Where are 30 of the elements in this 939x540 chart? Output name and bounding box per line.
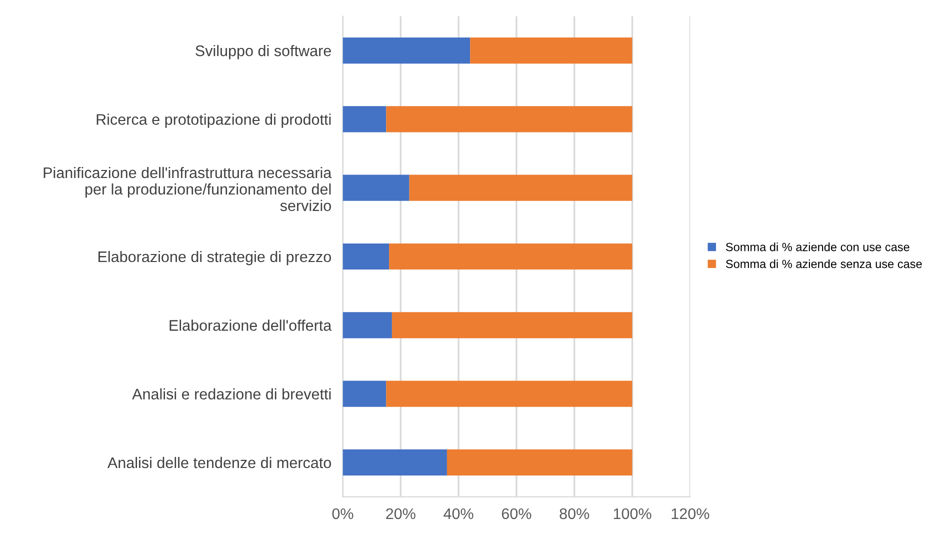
x-tick-label: 60% (502, 508, 532, 520)
x-tick-label: 80% (560, 508, 590, 520)
bar (470, 37, 632, 64)
y-tick-label: Analisi e redazione di brevetti (132, 388, 331, 400)
y-tick-label: Sviluppo di software (196, 44, 331, 60)
y-tick-label: Elaborazione dell'offerta (170, 320, 332, 331)
legend-label: Somma di % aziende con use case (726, 242, 910, 252)
bar (342, 37, 470, 64)
x-tick-label: 40% (444, 508, 474, 520)
x-tick-label: 100% (614, 508, 652, 520)
bar (392, 312, 632, 338)
bar (342, 106, 386, 132)
bar (342, 380, 386, 407)
bar (342, 243, 390, 270)
bar (389, 243, 632, 270)
bar (342, 449, 447, 476)
bar (386, 380, 632, 407)
legend-label: Somma di % aziende senza use case (726, 259, 922, 268)
x-tick-label: 0% (332, 508, 354, 520)
x-tick-label: 20% (386, 508, 416, 520)
y-tick-label: Elaborazione di strategie di prezzo (98, 250, 331, 266)
bar (386, 106, 632, 132)
x-tick-label: 120% (672, 508, 710, 520)
bar (342, 312, 392, 338)
y-tick-label: Pianificazione dell'infrastruttura necessaria per la produzione/funzionamento del servizio (44, 166, 332, 212)
y-tick-label: Ricerca e prototipazione di prodotti (96, 114, 331, 128)
bar (409, 174, 632, 201)
bar (446, 449, 632, 476)
y-tick-label: Analisi delle tendenze di mercato (107, 456, 331, 468)
bar (342, 174, 410, 201)
